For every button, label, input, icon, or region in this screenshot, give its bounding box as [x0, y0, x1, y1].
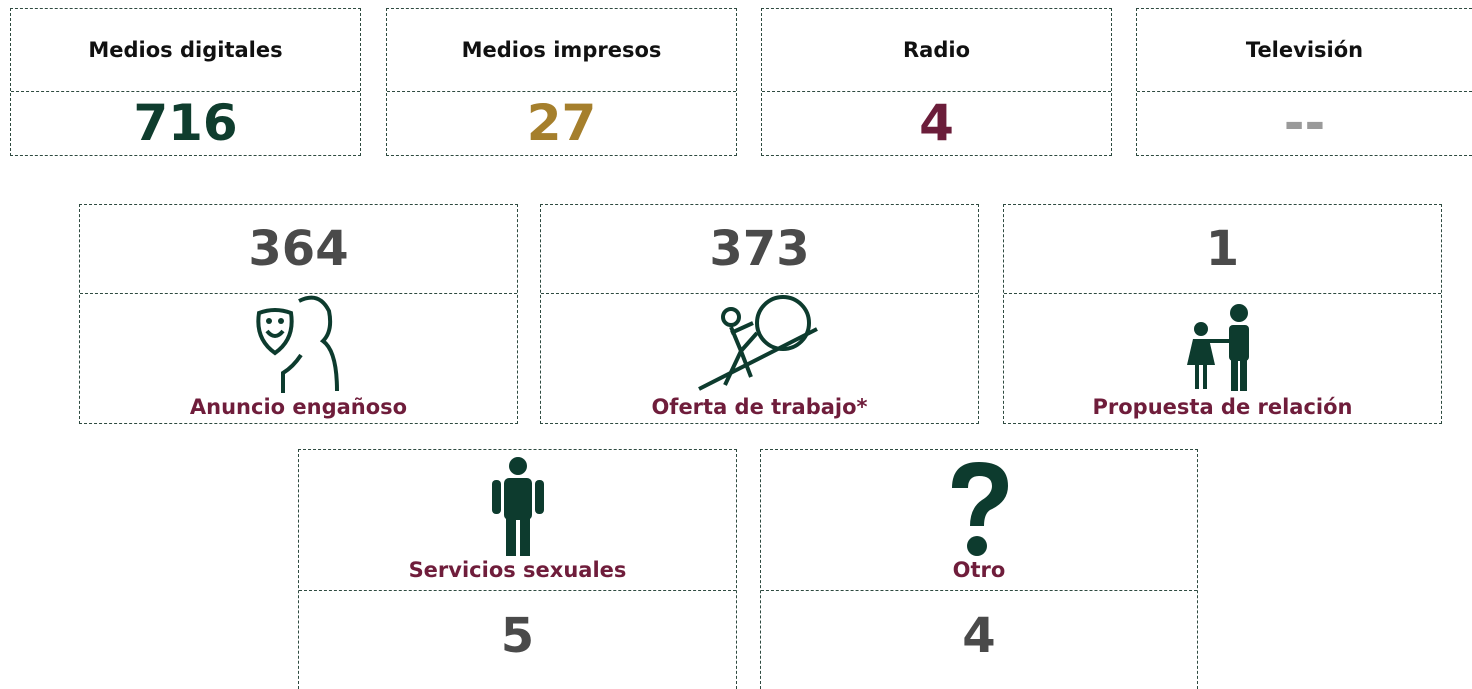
type-label: Servicios sexuales [408, 558, 627, 582]
type-card: 373 Oferta de trabajo* [540, 204, 979, 424]
type-card: Otro 4 [760, 449, 1198, 689]
type-card: 364 Anuncio engañoso [79, 204, 518, 424]
type-label: Anuncio engañoso [189, 395, 408, 419]
type-value: 373 [709, 221, 810, 277]
person-icon [491, 457, 544, 556]
media-value: 4 [919, 94, 954, 152]
media-label: Televisión [1245, 38, 1364, 62]
media-label: Medios digitales [88, 38, 283, 62]
media-value: 716 [133, 94, 238, 152]
media-value: -- [1283, 94, 1326, 152]
type-value: 1 [1205, 221, 1240, 277]
media-card: Radio 4 [761, 8, 1112, 156]
type-value: 364 [248, 221, 349, 277]
type-card: 1 Propuesta de relación [1003, 204, 1442, 424]
media-card: Medios digitales 716 [10, 8, 361, 156]
question-icon [952, 462, 1008, 556]
couple-icon [1186, 304, 1249, 391]
media-card: Medios impresos 27 [386, 8, 737, 156]
media-label: Medios impresos [461, 38, 662, 62]
type-card: Servicios sexuales 5 [298, 449, 737, 689]
media-value: 27 [526, 94, 597, 152]
media-label: Radio [903, 38, 970, 62]
masks-icon [255, 295, 339, 393]
type-label: Otro [952, 558, 1006, 582]
type-value: 5 [500, 608, 535, 664]
type-label: Oferta de trabajo* [651, 395, 868, 419]
type-value: 4 [962, 608, 996, 664]
boulder-icon [697, 295, 818, 391]
media-card: Televisión -- [1136, 8, 1472, 156]
type-label: Propuesta de relación [1092, 395, 1353, 419]
